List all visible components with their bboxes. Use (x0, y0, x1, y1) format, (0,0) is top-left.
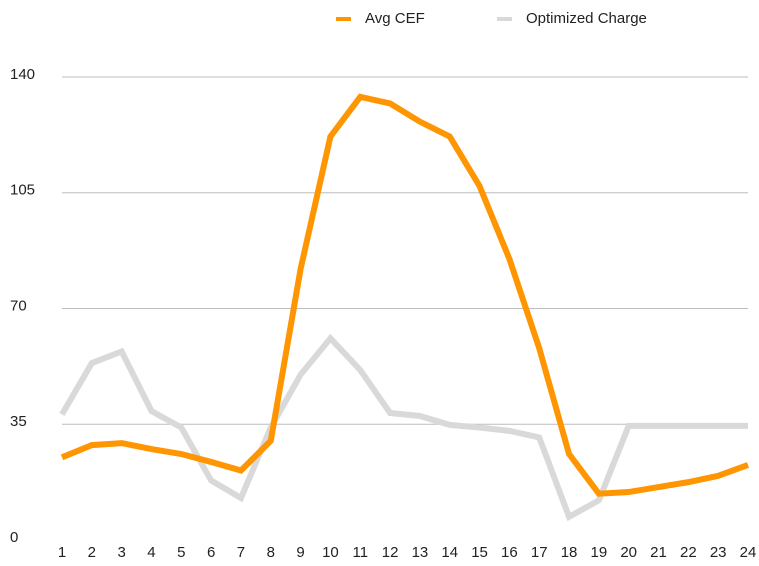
line (60, 93, 750, 497)
x-tick-label: 14 (441, 544, 458, 561)
y-tick-label: 35 (10, 413, 27, 430)
legend-label: Optimized Charge (526, 10, 647, 27)
x-tick-label: 12 (382, 544, 399, 561)
x-tick-label: 9 (296, 544, 304, 561)
x-tick-label: 18 (561, 544, 578, 561)
x-tick-label: 3 (117, 544, 125, 561)
x-tick-label: 19 (591, 544, 608, 561)
x-tick-label: 20 (620, 544, 637, 561)
x-tick-label: 22 (680, 544, 697, 561)
x-tick-label: 21 (650, 544, 667, 561)
x-tick-label: 1 (58, 544, 66, 561)
x-tick-label: 8 (267, 544, 275, 561)
x-tick-label: 15 (471, 544, 488, 561)
y-tick-label: 140 (10, 66, 35, 83)
x-tick-label: 5 (177, 544, 185, 561)
x-tick-label: 7 (237, 544, 245, 561)
x-tick-label: 17 (531, 544, 548, 561)
y-tick-label: 0 (10, 529, 18, 546)
y-tick-label: 105 (10, 182, 35, 199)
x-tick-label: 11 (352, 544, 368, 561)
x-tick-label: 4 (147, 544, 155, 561)
x-tick-label: 16 (501, 544, 518, 561)
legend-label: Avg CEF (365, 10, 425, 27)
x-tick-label: 10 (322, 544, 339, 561)
x-tick-label: 6 (207, 544, 215, 561)
x-tick-label: 2 (88, 544, 96, 561)
x-tick-label: 23 (710, 544, 727, 561)
x-tick-label: 24 (740, 544, 757, 561)
line (59, 333, 748, 522)
x-tick-label: 13 (412, 544, 429, 561)
y-tick-label: 70 (10, 297, 27, 314)
